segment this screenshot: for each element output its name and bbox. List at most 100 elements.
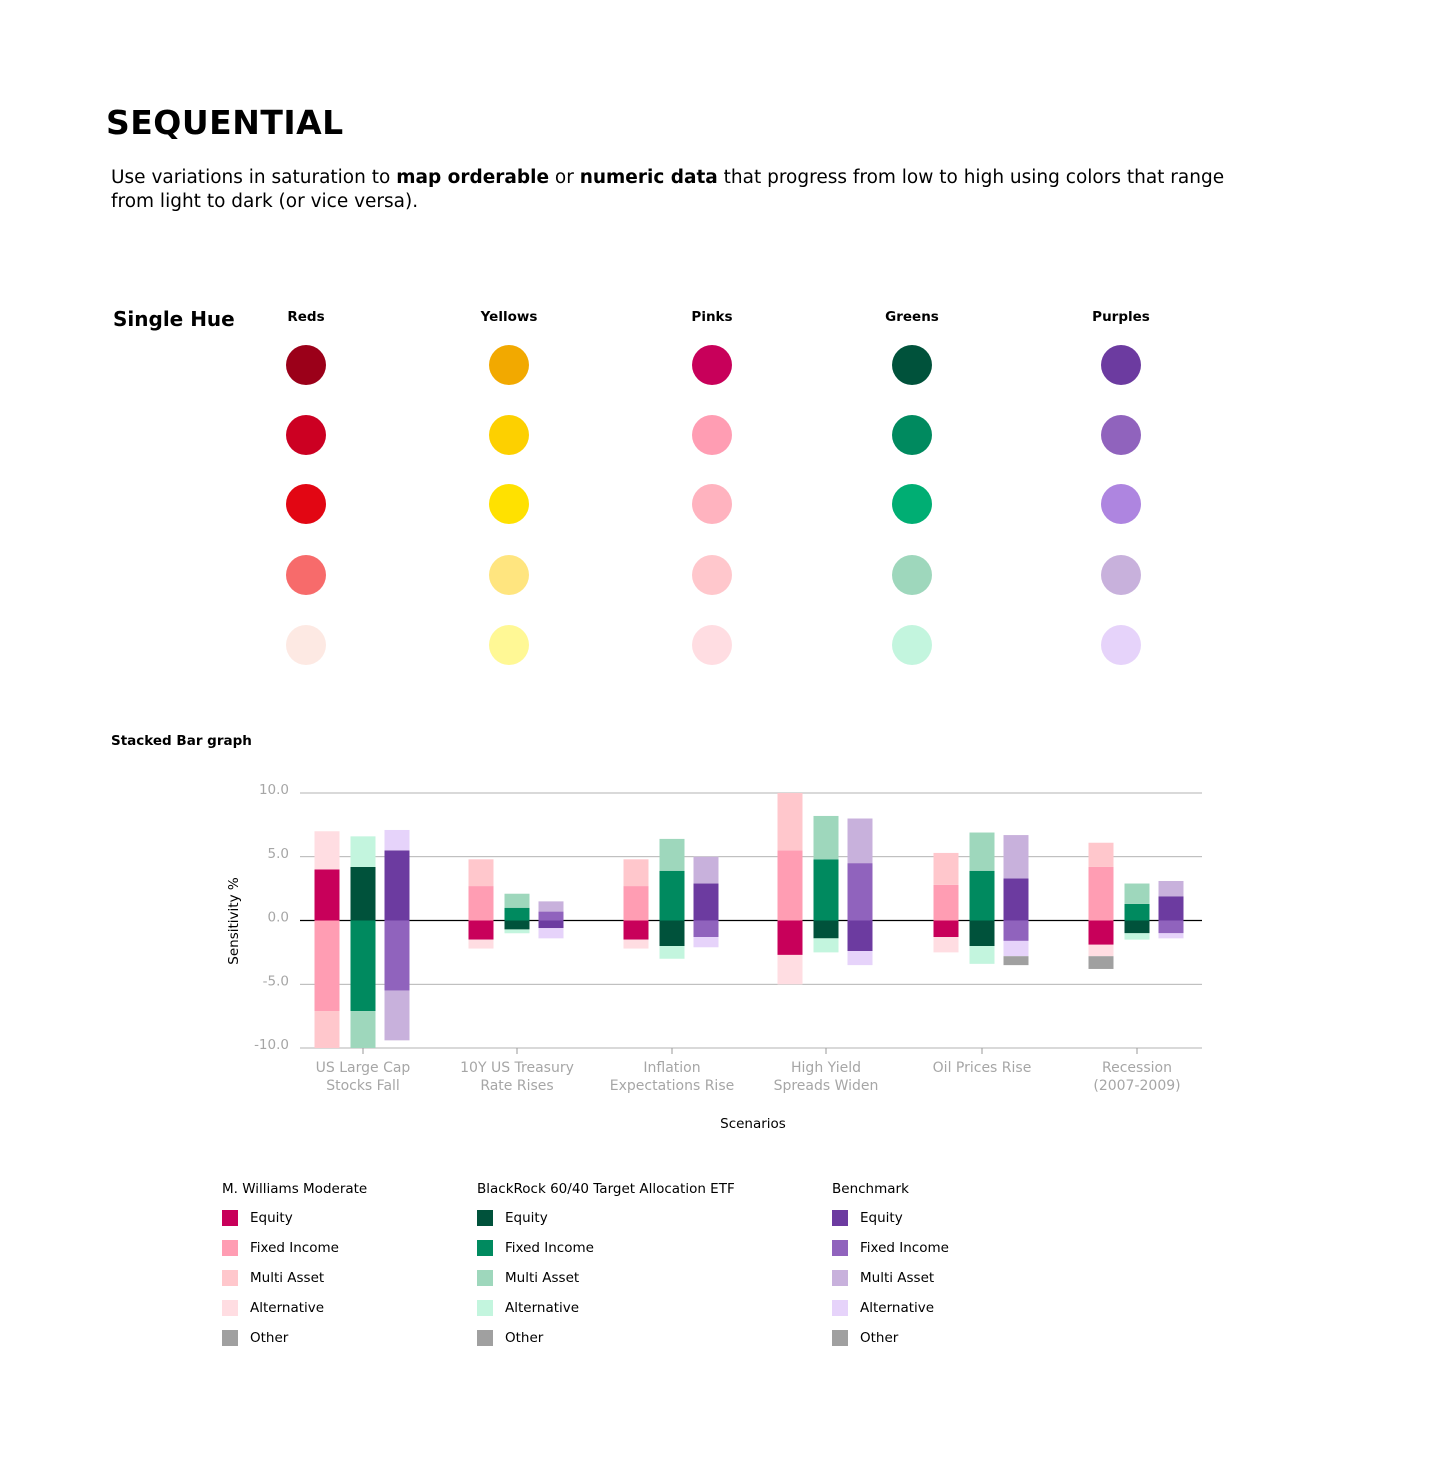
bar-segment <box>468 859 494 887</box>
bar-segment <box>659 946 685 959</box>
bar-segment <box>1124 920 1150 934</box>
bar-segment <box>538 920 564 929</box>
color-swatch <box>692 484 732 524</box>
bar-segment <box>384 990 410 1041</box>
color-swatch <box>286 555 326 595</box>
color-swatch <box>892 625 932 665</box>
bar-segment <box>1088 920 1114 945</box>
bar-segment <box>538 901 564 912</box>
legend-swatch <box>832 1270 848 1286</box>
legend-label: Fixed Income <box>250 1240 339 1256</box>
color-swatch <box>489 345 529 385</box>
legend-swatch <box>222 1300 238 1316</box>
x-category-label: 10Y US Treasury Rate Rises <box>460 1060 574 1094</box>
color-swatch <box>892 484 932 524</box>
bar-segment <box>693 883 719 921</box>
intro-paragraph: Use variations in saturation to map orde… <box>111 166 1241 214</box>
bar-segment <box>693 937 719 948</box>
bar-segment <box>847 818 873 864</box>
bar-segment <box>538 928 564 939</box>
bar-segment <box>1003 878 1029 921</box>
bar-segment <box>1088 956 1114 969</box>
legend-swatch <box>477 1300 493 1316</box>
bar-segment <box>350 1011 376 1048</box>
bar-segment <box>659 920 685 946</box>
color-swatch <box>489 555 529 595</box>
color-swatch <box>1101 484 1141 524</box>
page-title: SEQUENTIAL <box>106 103 344 142</box>
bar-segment <box>350 920 376 1012</box>
bar-segment <box>384 850 410 921</box>
bar-segment <box>504 907 530 921</box>
bar-segment <box>1124 933 1150 940</box>
bar-segment <box>813 938 839 953</box>
legend-swatch <box>832 1240 848 1256</box>
color-swatch <box>489 625 529 665</box>
palette-name: Reds <box>287 309 325 325</box>
bar-segment <box>933 884 959 921</box>
bar-segment <box>813 920 839 939</box>
color-swatch <box>489 484 529 524</box>
legend-label: Equity <box>505 1210 548 1226</box>
x-category-label-line: Stocks Fall <box>326 1078 400 1094</box>
legend-label: Fixed Income <box>505 1240 594 1256</box>
x-category-label: Recession (2007-2009) <box>1093 1060 1180 1094</box>
color-swatch <box>1101 625 1141 665</box>
legend-swatch <box>222 1330 238 1346</box>
legend-swatch <box>477 1210 493 1226</box>
color-swatch <box>892 555 932 595</box>
x-category-label-line: Inflation <box>643 1060 700 1076</box>
color-swatch <box>286 484 326 524</box>
color-swatch <box>286 415 326 455</box>
bar-segment <box>1124 903 1150 921</box>
x-category-label-line: Expectations Rise <box>610 1078 734 1094</box>
legend-swatch <box>832 1210 848 1226</box>
legend-label: Other <box>505 1330 544 1346</box>
bar-segment <box>1158 896 1184 921</box>
bar-segment <box>777 793 803 851</box>
color-swatch <box>692 415 732 455</box>
bar-segment <box>538 911 564 921</box>
legend-label: Alternative <box>505 1300 580 1316</box>
bar-segment <box>504 920 530 930</box>
bar-segment <box>1088 866 1114 921</box>
x-category-label-line: High Yield <box>791 1060 861 1076</box>
legend-label: Equity <box>250 1210 293 1226</box>
bar-segment <box>1003 920 1029 941</box>
bar-segment <box>1088 842 1114 867</box>
bar-segment <box>468 920 494 940</box>
bar-segment <box>504 929 530 934</box>
x-category-label-line: Rate Rises <box>480 1078 553 1094</box>
intro-text-1: Use variations in saturation to <box>111 167 397 188</box>
legend-label: Multi Asset <box>250 1270 325 1286</box>
bar-segment <box>314 920 340 1012</box>
legend-group-title: Benchmark <box>832 1181 909 1197</box>
legend-label: Other <box>250 1330 289 1346</box>
bar-segment <box>350 866 376 921</box>
bar-segment <box>813 859 839 921</box>
color-swatch <box>1101 345 1141 385</box>
palette-name: Yellows <box>480 309 538 325</box>
legend-group-title: BlackRock 60/40 Target Allocation ETF <box>477 1181 735 1197</box>
legend-swatch <box>222 1210 238 1226</box>
y-tick-label: -5.0 <box>263 973 289 989</box>
legend-swatch <box>832 1330 848 1346</box>
y-axis-title: Sensitivity % <box>226 877 242 965</box>
bar-segment <box>969 832 995 871</box>
legend-label: Multi Asset <box>505 1270 580 1286</box>
bar-segment <box>933 920 959 938</box>
single-hue-label: Single Hue <box>113 307 235 331</box>
x-category-label-line: US Large Cap <box>316 1060 411 1076</box>
color-swatch <box>892 415 932 455</box>
bar-segment <box>659 870 685 921</box>
bar-segment <box>314 831 340 870</box>
bar-segment <box>777 954 803 985</box>
x-category-label-line: Oil Prices Rise <box>933 1060 1032 1076</box>
x-category-label-line: Recession <box>1102 1060 1172 1076</box>
bar-segment <box>623 939 649 949</box>
bar-segment <box>623 886 649 921</box>
bar-segment <box>314 1011 340 1048</box>
y-tick-label: 5.0 <box>268 846 289 862</box>
y-tick-label: 10.0 <box>259 782 289 798</box>
